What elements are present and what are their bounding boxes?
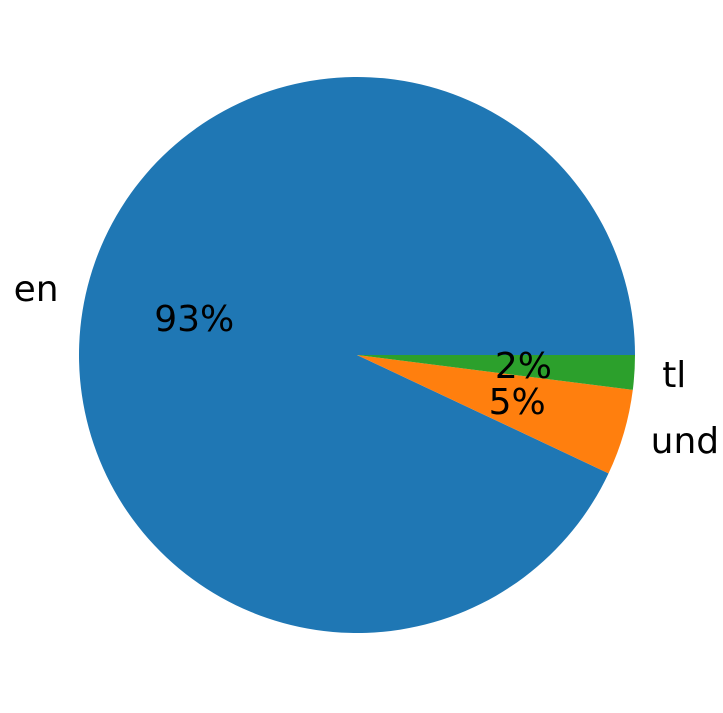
pie-pct-und: 5% [489, 382, 546, 423]
pie-slice-en [79, 76, 635, 633]
pie-label-und: und [651, 421, 719, 462]
pie-label-tl: tl [662, 355, 686, 396]
pie-pct-en: 93% [154, 299, 234, 340]
pie-slice-tl [357, 355, 635, 390]
pie-slice-und [357, 355, 633, 474]
pie-label-en: en [14, 269, 59, 310]
pie-pct-tl: 2% [495, 346, 552, 387]
